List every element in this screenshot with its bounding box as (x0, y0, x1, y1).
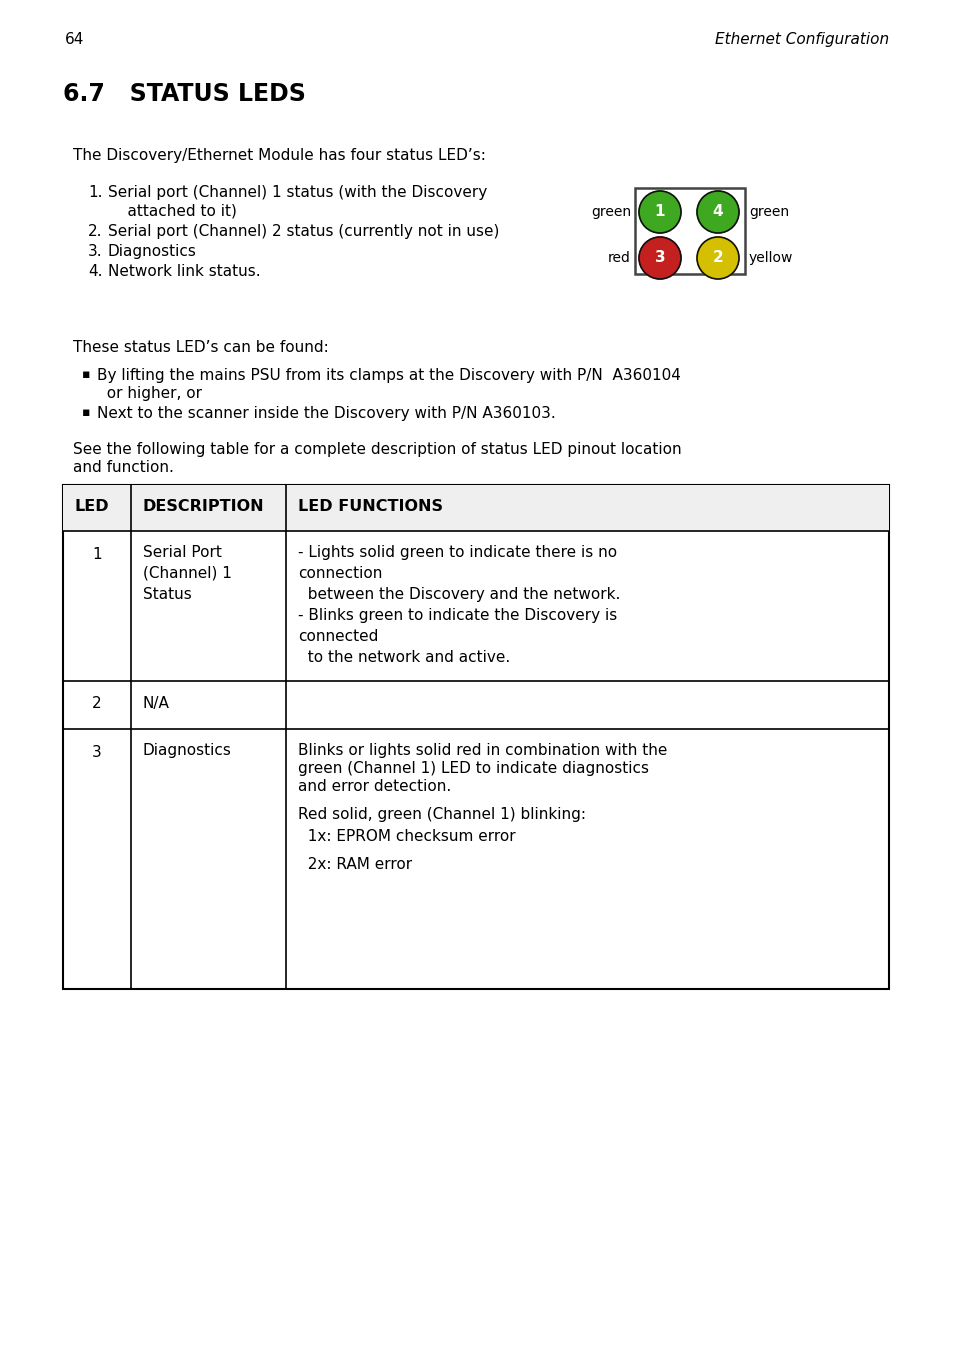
Text: Red solid, green (Channel 1) blinking:: Red solid, green (Channel 1) blinking: (297, 807, 585, 822)
Circle shape (639, 191, 680, 233)
Text: green: green (590, 206, 630, 219)
Text: attached to it): attached to it) (108, 204, 236, 219)
Text: The Discovery/Ethernet Module has four status LED’s:: The Discovery/Ethernet Module has four s… (73, 147, 485, 164)
Text: 2: 2 (712, 250, 722, 265)
Text: Serial Port
(Channel) 1
Status: Serial Port (Channel) 1 Status (143, 545, 232, 602)
Text: 4: 4 (712, 204, 722, 219)
Text: 6.7   STATUS LEDS: 6.7 STATUS LEDS (63, 82, 306, 105)
Text: 1: 1 (654, 204, 664, 219)
Text: Serial port (Channel) 2 status (currently not in use): Serial port (Channel) 2 status (currentl… (108, 224, 498, 239)
Text: LED FUNCTIONS: LED FUNCTIONS (297, 499, 442, 514)
Text: DESCRIPTION: DESCRIPTION (143, 499, 264, 514)
Text: Blinks or lights solid red in combination with the: Blinks or lights solid red in combinatio… (297, 744, 667, 758)
Text: 3: 3 (92, 745, 102, 760)
Text: Network link status.: Network link status. (108, 264, 260, 279)
Text: and function.: and function. (73, 460, 173, 475)
Text: By lifting the mains PSU from its clamps at the Discovery with P/N  A360104: By lifting the mains PSU from its clamps… (97, 368, 680, 383)
Text: 3.: 3. (88, 243, 103, 260)
Text: 2: 2 (92, 696, 102, 711)
Text: Next to the scanner inside the Discovery with P/N A360103.: Next to the scanner inside the Discovery… (97, 406, 556, 420)
Text: 2x: RAM error: 2x: RAM error (297, 857, 412, 872)
Circle shape (639, 237, 680, 279)
Text: and error detection.: and error detection. (297, 779, 451, 794)
Text: 2.: 2. (88, 224, 102, 239)
Text: - Lights solid green to indicate there is no
connection
  between the Discovery : - Lights solid green to indicate there i… (297, 545, 619, 665)
Text: 4.: 4. (88, 264, 102, 279)
Text: red: red (607, 251, 630, 265)
Bar (63, 485, 888, 531)
Text: These status LED’s can be found:: These status LED’s can be found: (73, 339, 329, 356)
Text: See the following table for a complete description of status LED pinout location: See the following table for a complete d… (73, 442, 680, 457)
Text: Diagnostics: Diagnostics (143, 744, 232, 758)
Text: ▪: ▪ (82, 368, 91, 381)
Circle shape (697, 237, 739, 279)
Text: 1.: 1. (88, 185, 102, 200)
Text: 1x: EPROM checksum error: 1x: EPROM checksum error (297, 829, 515, 844)
Bar (635, 188, 744, 274)
Text: ▪: ▪ (82, 406, 91, 419)
Text: Diagnostics: Diagnostics (108, 243, 196, 260)
Text: 1: 1 (92, 548, 102, 562)
Text: Serial port (Channel) 1 status (with the Discovery: Serial port (Channel) 1 status (with the… (108, 185, 487, 200)
Text: LED: LED (75, 499, 110, 514)
Text: green: green (748, 206, 788, 219)
Text: 3: 3 (654, 250, 664, 265)
Text: or higher, or: or higher, or (97, 387, 202, 402)
Text: yellow: yellow (748, 251, 793, 265)
Text: N/A: N/A (143, 696, 170, 711)
Text: 64: 64 (65, 32, 84, 47)
Bar (63, 485, 888, 990)
Text: green (Channel 1) LED to indicate diagnostics: green (Channel 1) LED to indicate diagno… (297, 761, 648, 776)
Text: Ethernet Configuration: Ethernet Configuration (714, 32, 888, 47)
Circle shape (697, 191, 739, 233)
